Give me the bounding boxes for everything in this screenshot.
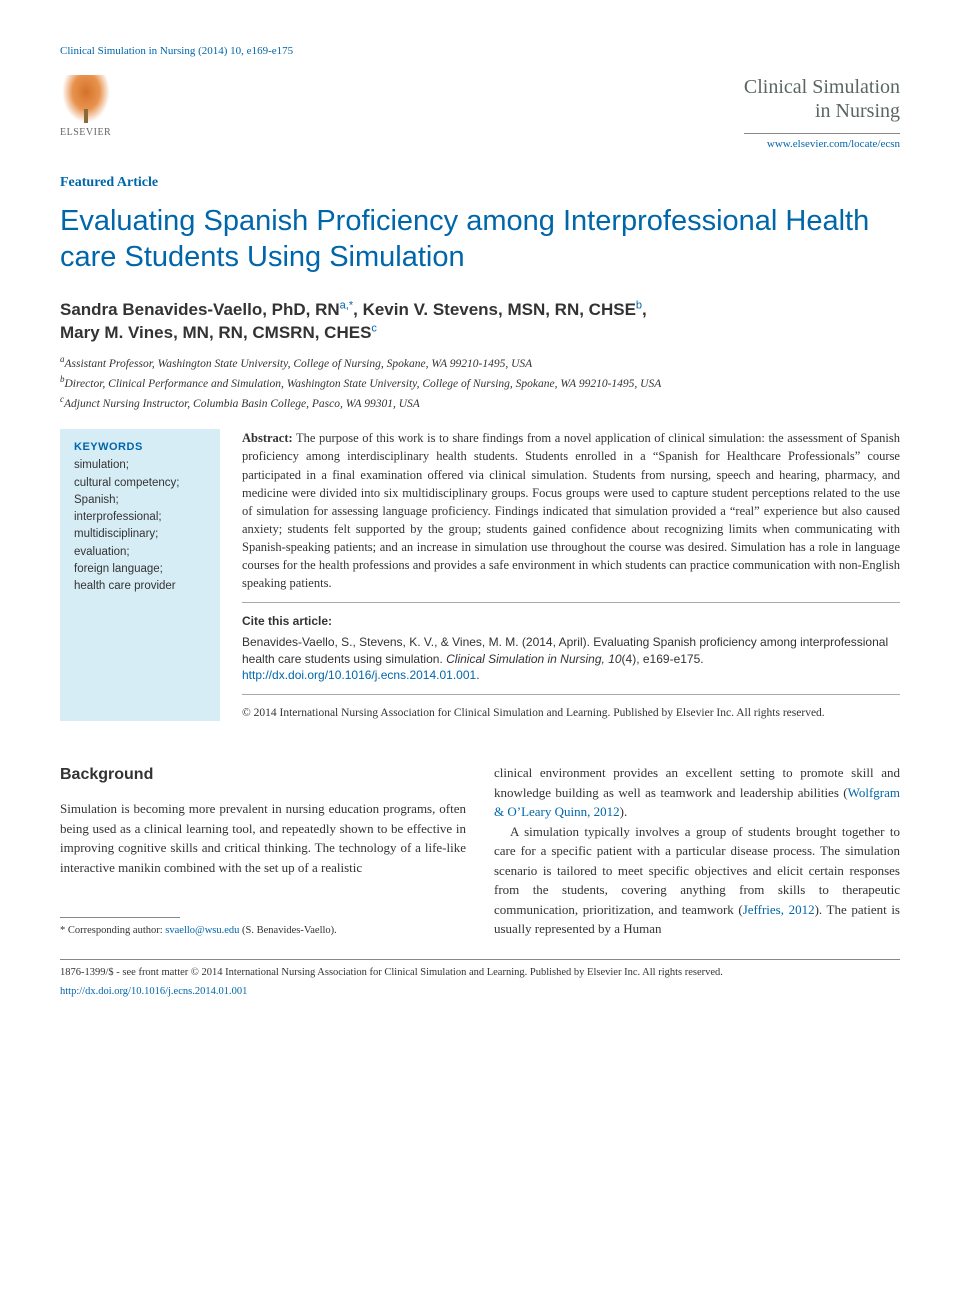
meta-row: KEYWORDS simulation; cultural competency… <box>60 429 900 721</box>
footer-divider <box>60 959 900 960</box>
journal-title-line2: in Nursing <box>744 99 900 123</box>
body-para-2: clinical environment provides an excelle… <box>494 763 900 822</box>
author-3-affil-sup: c <box>371 323 377 335</box>
abstract-divider-1 <box>242 602 900 603</box>
body-p2-pre: clinical environment provides an excelle… <box>494 765 900 800</box>
author-1-affil-sup: a, <box>340 299 349 311</box>
abstract-divider-2 <box>242 694 900 695</box>
footer-copyright: 1876-1399/$ - see front matter © 2014 In… <box>60 966 900 981</box>
footer-doi-link[interactable]: http://dx.doi.org/10.1016/j.ecns.2014.01… <box>60 986 247 997</box>
header-row: ELSEVIER Clinical Simulation in Nursing … <box>60 75 900 150</box>
publisher-name: ELSEVIER <box>60 127 111 138</box>
keywords-box: KEYWORDS simulation; cultural competency… <box>60 429 220 721</box>
affil-b: Director, Clinical Performance and Simul… <box>65 378 662 390</box>
cite-dot: . <box>476 668 479 682</box>
journal-title-line1: Clinical Simulation <box>744 75 900 99</box>
abstract-label: Abstract: <box>242 431 293 445</box>
copyright-text: © 2014 International Nursing Association… <box>242 705 900 721</box>
cite-body: Benavides-Vaello, S., Stevens, K. V., & … <box>242 634 900 684</box>
affil-c: Adjunct Nursing Instructor, Columbia Bas… <box>64 398 420 410</box>
body-para-3: A simulation typically involves a group … <box>494 822 900 939</box>
abstract-text: The purpose of this work is to share fin… <box>242 431 900 590</box>
journal-url-link[interactable]: www.elsevier.com/locate/ecsn <box>744 138 900 150</box>
author-list: Sandra Benavides-Vaello, PhD, RNa,*, Kev… <box>60 298 900 346</box>
journal-title-box: Clinical Simulation in Nursing www.elsev… <box>744 75 900 150</box>
journal-divider <box>744 133 900 134</box>
cite-journal: Clinical Simulation in Nursing, 10 <box>446 652 621 666</box>
footnote-post: (S. Benavides-Vaello). <box>239 925 336 936</box>
footnote-pre: Corresponding author: <box>65 925 165 936</box>
author-1: Sandra Benavides-Vaello, PhD, RN <box>60 300 340 319</box>
cite-issue-pages: (4), e169-e175. <box>622 652 704 666</box>
cite-doi-link[interactable]: http://dx.doi.org/10.1016/j.ecns.2014.01… <box>242 668 476 682</box>
section-heading-background: Background <box>60 763 466 787</box>
abstract-block: Abstract: The purpose of this work is to… <box>242 429 900 592</box>
author-3: Mary M. Vines, MN, RN, CMSRN, CHES <box>60 323 371 342</box>
keywords-heading: KEYWORDS <box>74 441 206 453</box>
article-type: Featured Article <box>60 175 900 191</box>
body-col-left: Background Simulation is becoming more p… <box>60 763 466 939</box>
body-columns: Background Simulation is becoming more p… <box>60 763 900 939</box>
corresponding-email-link[interactable]: svaello@wsu.edu <box>165 925 239 936</box>
elsevier-tree-icon <box>62 75 110 123</box>
affil-a: Assistant Professor, Washington State Un… <box>65 358 533 370</box>
body-p2-post: ). <box>620 804 628 819</box>
affiliations: aAssistant Professor, Washington State U… <box>60 353 900 413</box>
corresponding-author-footnote: * Corresponding author: svaello@wsu.edu … <box>60 924 466 938</box>
citation-header: Clinical Simulation in Nursing (2014) 10… <box>60 45 900 57</box>
article-title: Evaluating Spanish Proficiency among Int… <box>60 203 900 276</box>
author-2: , Kevin V. Stevens, MSN, RN, CHSE <box>353 300 636 319</box>
footnote-divider <box>60 917 180 918</box>
cite-heading: Cite this article: <box>242 613 900 630</box>
keywords-list: simulation; cultural competency; Spanish… <box>74 457 206 595</box>
body-para-1: Simulation is becoming more prevalent in… <box>60 799 466 877</box>
publisher-logo: ELSEVIER <box>60 75 111 138</box>
abstract-column: Abstract: The purpose of this work is to… <box>242 429 900 721</box>
body-col-right: clinical environment provides an excelle… <box>494 763 900 939</box>
ref-link-jeffries[interactable]: Jeffries, 2012 <box>743 902 815 917</box>
author-2-affil-sup: b <box>636 299 642 311</box>
